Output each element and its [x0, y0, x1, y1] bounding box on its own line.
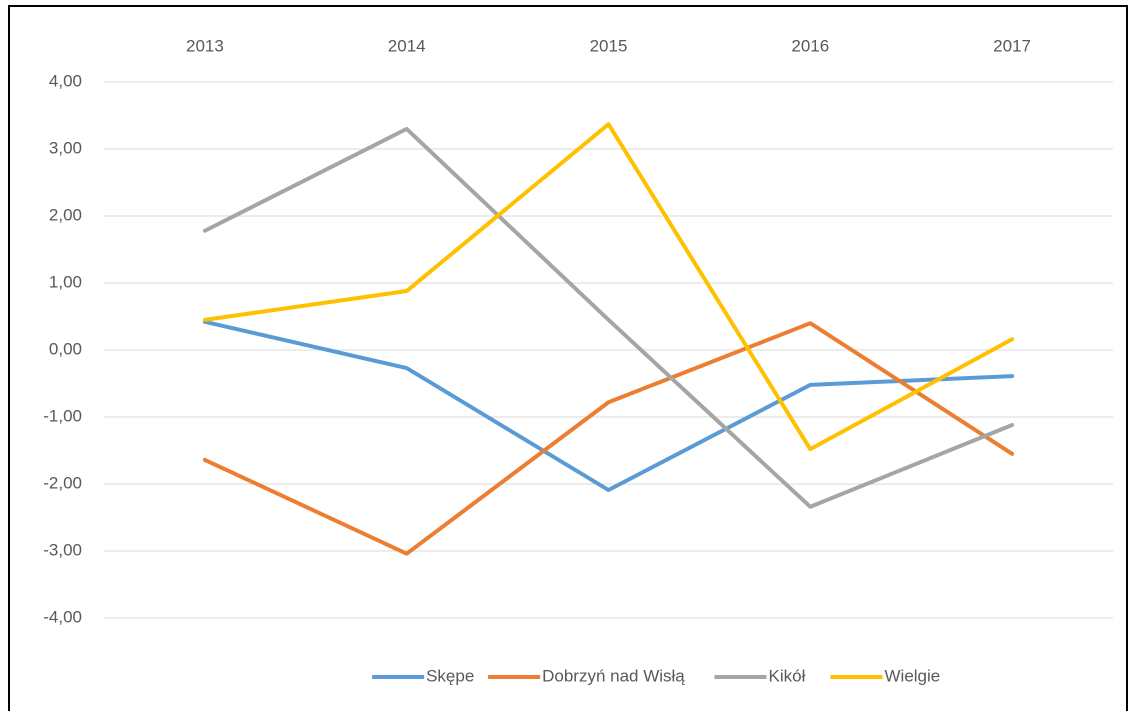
y-tick-label: 0,00 — [49, 339, 82, 358]
y-tick-label: -3,00 — [43, 540, 82, 559]
series-line — [202, 321, 1015, 556]
y-tick-label: 4,00 — [49, 71, 82, 90]
x-tick-label: 2016 — [791, 36, 829, 55]
y-tick-label: -1,00 — [43, 406, 82, 425]
y-tick-label: 2,00 — [49, 205, 82, 224]
series-line — [202, 126, 1015, 509]
y-tick-label: -2,00 — [43, 473, 82, 492]
chart-frame — [8, 5, 1128, 716]
x-tick-label: 2014 — [388, 36, 426, 55]
series-line — [202, 122, 1015, 452]
legend-label: Wielgie — [885, 666, 941, 685]
legend-label: Skępe — [426, 666, 474, 685]
series-line — [202, 319, 1015, 493]
y-tick-label: -4,00 — [43, 607, 82, 626]
x-tick-label: 2013 — [186, 36, 224, 55]
x-tick-label: 2017 — [993, 36, 1031, 55]
legend-label: Kikół — [769, 666, 806, 685]
y-tick-label: 1,00 — [49, 272, 82, 291]
x-tick-label: 2015 — [590, 36, 628, 55]
y-tick-label: 3,00 — [49, 138, 82, 157]
legend-label: Dobrzyń nad Wisłą — [542, 666, 685, 685]
